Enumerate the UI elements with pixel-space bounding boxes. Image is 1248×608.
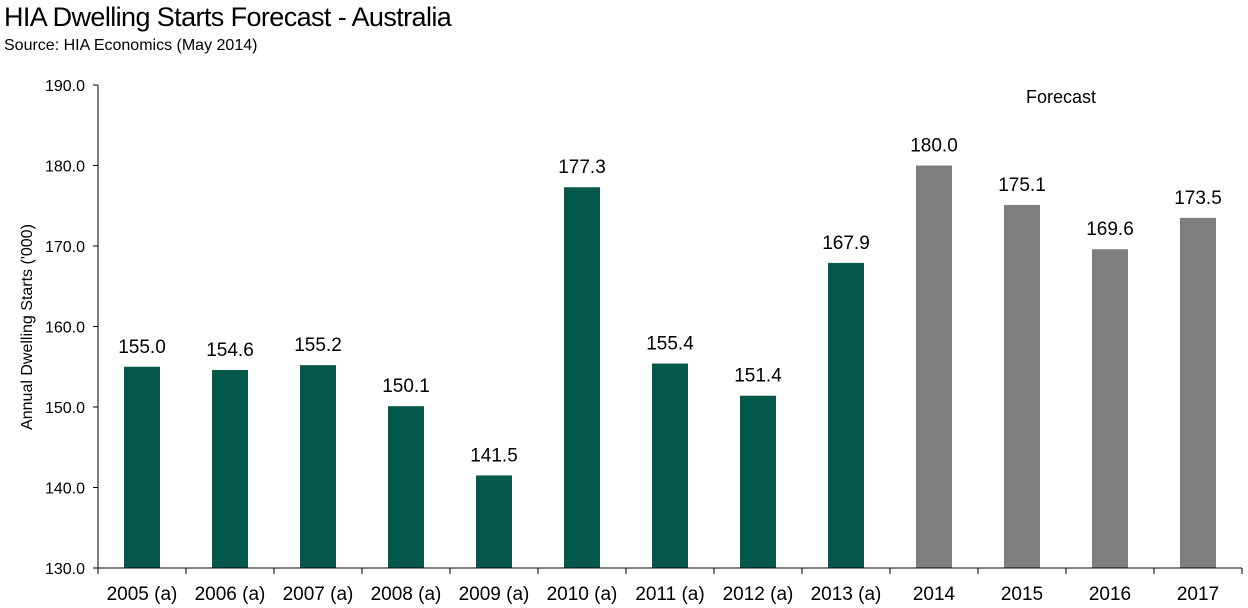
data-label-6: 155.4 bbox=[646, 334, 694, 355]
bar-5 bbox=[564, 187, 600, 569]
y-tick-label: 130.0 bbox=[45, 561, 85, 578]
data-label-5: 177.3 bbox=[558, 157, 606, 178]
y-tick-label: 180.0 bbox=[45, 159, 85, 176]
data-label-0: 155.0 bbox=[118, 337, 166, 358]
x-tick-label-2: 2007 (a) bbox=[283, 584, 354, 605]
data-label-1: 154.6 bbox=[206, 340, 254, 361]
x-tick-label-4: 2009 (a) bbox=[459, 584, 530, 605]
x-tick-label-10: 2015 bbox=[1001, 584, 1043, 605]
bar-4 bbox=[476, 475, 512, 568]
data-label-3: 150.1 bbox=[382, 376, 430, 397]
chart-subtitle: Source: HIA Economics (May 2014) bbox=[4, 37, 258, 54]
bar-11 bbox=[1092, 249, 1128, 568]
data-label-4: 141.5 bbox=[470, 445, 518, 466]
bar-12 bbox=[1180, 217, 1216, 568]
forecast-annotation: Forecast bbox=[1026, 87, 1096, 107]
x-tick-label-12: 2017 bbox=[1177, 584, 1219, 605]
bar-7 bbox=[740, 395, 776, 568]
bar-10 bbox=[1004, 204, 1040, 568]
y-axis-label: Annual Dwelling Starts ('000) bbox=[19, 224, 36, 430]
bar-2 bbox=[300, 365, 336, 568]
bar-1 bbox=[212, 369, 248, 568]
x-tick-label-11: 2016 bbox=[1089, 584, 1131, 605]
x-tick-label-0: 2005 (a) bbox=[107, 584, 178, 605]
x-tick-label-7: 2012 (a) bbox=[723, 584, 794, 605]
x-tick-label-6: 2011 (a) bbox=[635, 584, 704, 605]
data-label-12: 173.5 bbox=[1174, 188, 1222, 209]
data-label-2: 155.2 bbox=[294, 335, 342, 356]
bar-3 bbox=[388, 406, 424, 568]
data-label-7: 151.4 bbox=[734, 366, 782, 387]
data-label-11: 169.6 bbox=[1086, 219, 1134, 240]
bar-9 bbox=[916, 165, 952, 568]
data-label-10: 175.1 bbox=[998, 175, 1046, 196]
y-tick-label: 160.0 bbox=[45, 320, 85, 337]
x-tick-label-1: 2006 (a) bbox=[195, 584, 266, 605]
y-tick-label: 140.0 bbox=[45, 481, 85, 498]
x-tick-label-3: 2008 (a) bbox=[371, 584, 442, 605]
y-tick-label: 170.0 bbox=[45, 239, 85, 256]
chart-title: HIA Dwelling Starts Forecast - Australia bbox=[4, 2, 452, 32]
y-tick-label: 150.0 bbox=[45, 400, 85, 417]
bar-8 bbox=[828, 262, 864, 568]
y-tick-label: 190.0 bbox=[45, 78, 85, 95]
data-label-9: 180.0 bbox=[910, 136, 958, 157]
x-tick-label-8: 2013 (a) bbox=[811, 584, 882, 605]
x-tick-label-9: 2014 bbox=[913, 584, 956, 605]
bar-6 bbox=[652, 363, 688, 568]
bar-0 bbox=[124, 366, 160, 568]
x-tick-label-5: 2010 (a) bbox=[547, 584, 618, 605]
data-label-8: 167.9 bbox=[822, 233, 870, 254]
